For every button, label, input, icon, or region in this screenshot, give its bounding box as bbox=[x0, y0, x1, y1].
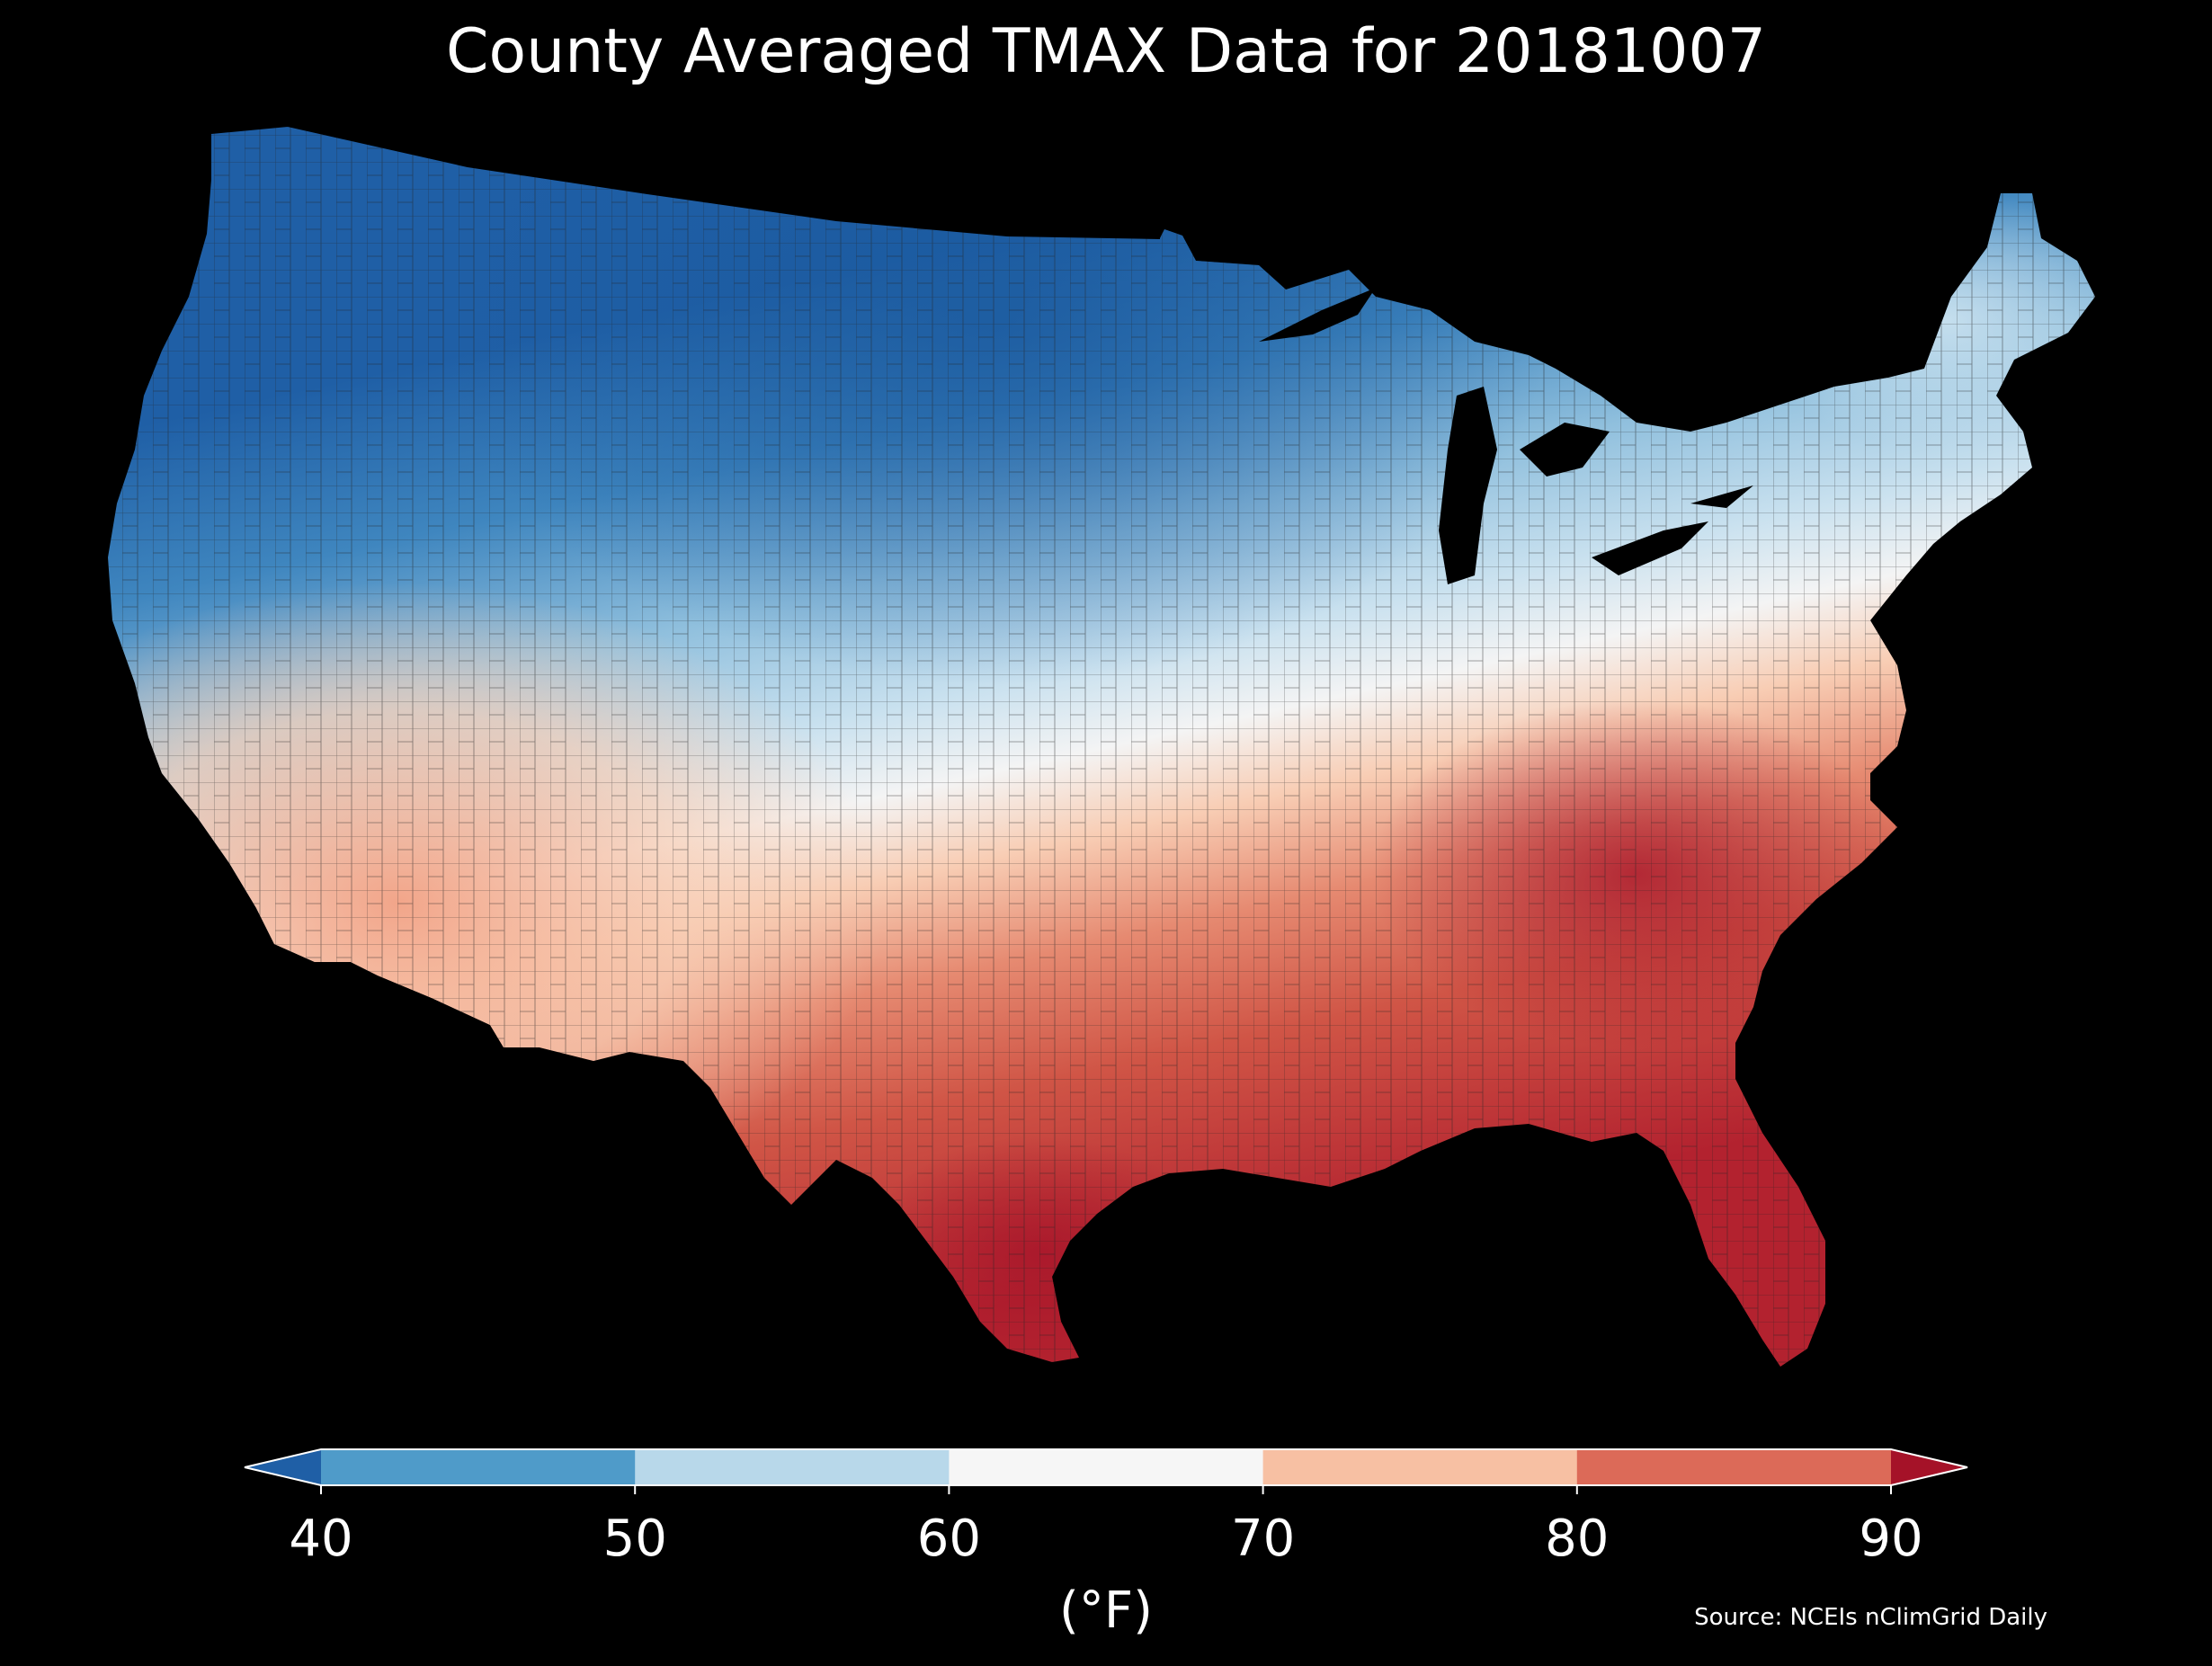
colorbar-tick-label: 70 bbox=[1231, 1510, 1295, 1568]
colorbar-tick-label: 80 bbox=[1545, 1510, 1609, 1568]
colorbar-bin-70-80 bbox=[1262, 1449, 1578, 1485]
map-title: County Averaged TMAX Data for 20181007 bbox=[446, 16, 1766, 87]
colorbar-bin-60-70 bbox=[949, 1449, 1264, 1485]
great-lakes bbox=[1259, 288, 1753, 584]
colorbar-tick-label: 40 bbox=[289, 1510, 352, 1568]
colorbar-tick-label: 50 bbox=[603, 1510, 667, 1568]
colorbar-bin-40-50 bbox=[321, 1449, 636, 1485]
choropleth-map bbox=[108, 124, 2095, 1367]
colorbar-tick-label: 90 bbox=[1859, 1510, 1922, 1568]
colorbar-extend-high bbox=[1891, 1449, 1967, 1485]
colorbar-bin-80-90 bbox=[1576, 1449, 1892, 1485]
source-credit: Source: NCEIs nClimGrid Daily bbox=[1694, 1604, 2047, 1631]
colorbar-bin-50-60 bbox=[635, 1449, 950, 1485]
colorbar-tick-label: 60 bbox=[917, 1510, 981, 1568]
colorbar-extend-low bbox=[245, 1449, 321, 1485]
colorbar-label: (°F) bbox=[1059, 1581, 1153, 1640]
